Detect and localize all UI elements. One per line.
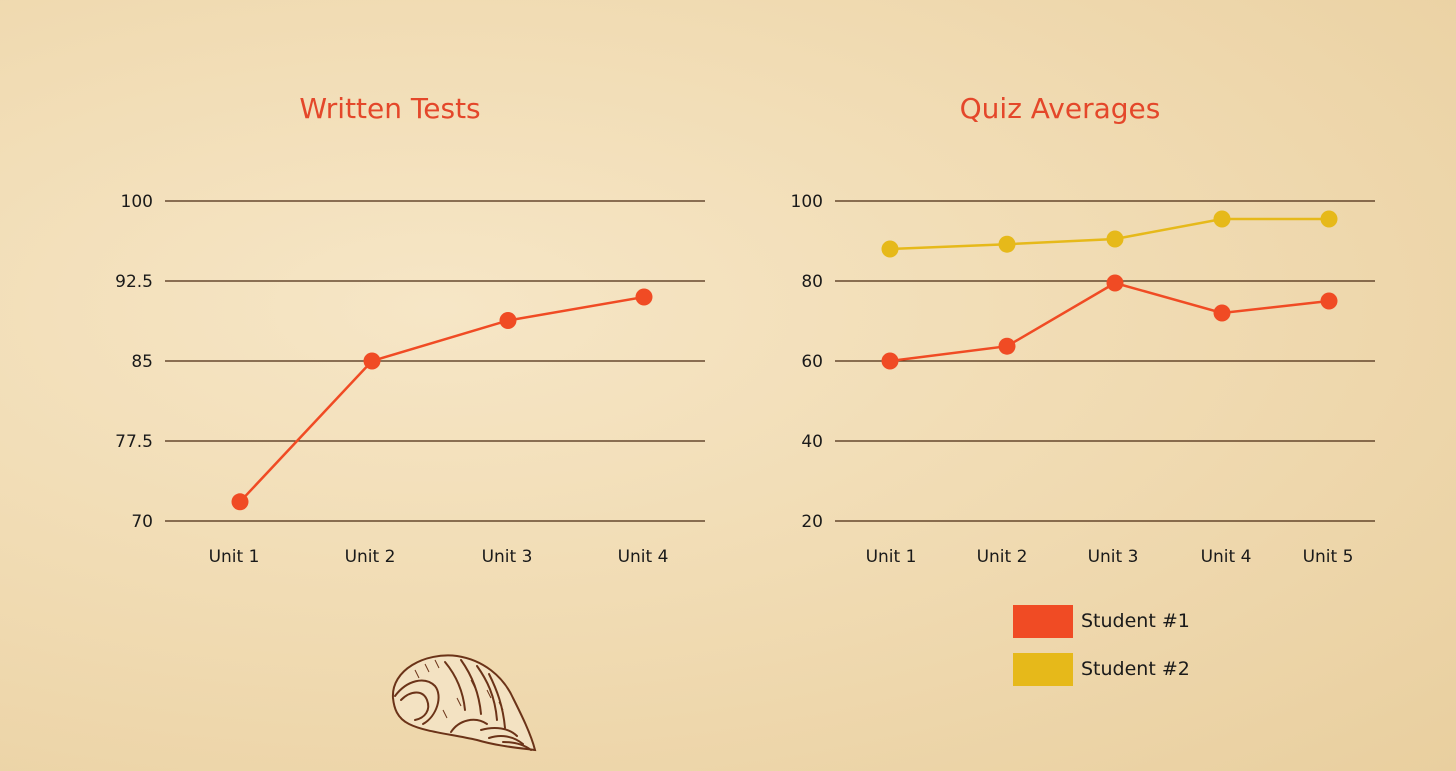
chart2-ytick-label: 60: [801, 352, 823, 372]
chart2-xtick-label: Unit 3: [1088, 547, 1139, 567]
chart2-series1-point: [1320, 292, 1338, 310]
chart2-ytick-label: 40: [801, 432, 823, 452]
legend-swatch-student-1: [1013, 604, 1073, 638]
chart1-ytick-label: 70: [131, 512, 153, 532]
chart2-series2-point: [1106, 230, 1124, 248]
chart1-series1-line: [239, 295, 645, 503]
chart2-ytick-label: 100: [791, 192, 823, 212]
chart1-xtick-label: Unit 3: [482, 547, 533, 567]
chart2-xtick-label: Unit 5: [1303, 547, 1354, 567]
seashell-icon: [391, 654, 537, 752]
chart2-series1-line: [889, 281, 1330, 363]
chart2-xtick-label: Unit 2: [977, 547, 1028, 567]
chart1-series1-point: [231, 493, 249, 511]
chart1-series1-point: [363, 352, 381, 370]
chart2-xtick-label: Unit 4: [1201, 547, 1252, 567]
written-tests-title: Written Tests: [299, 92, 481, 125]
legend-label-student-2: Student #2: [1081, 658, 1190, 680]
legend-item-student-2: Student #2: [1013, 645, 1190, 693]
chart2-series2-point: [881, 240, 899, 258]
legend-label-student-1: Student #1: [1081, 610, 1190, 632]
legend-swatch-student-2: [1013, 652, 1073, 686]
chart1-xtick-label: Unit 4: [618, 547, 669, 567]
chart2-series1-point: [998, 337, 1016, 355]
chart2-series2-point: [1213, 210, 1231, 228]
chart1-xtick-label: Unit 2: [345, 547, 396, 567]
quiz-legend: Student #1 Student #2: [1013, 597, 1190, 693]
quiz-averages-title: Quiz Averages: [959, 92, 1161, 125]
chart2-xtick-label: Unit 1: [866, 547, 917, 567]
chart2-series1-point: [881, 352, 899, 370]
chart1-series1-point: [499, 311, 517, 329]
chart2-series2-point: [1320, 210, 1338, 228]
legend-item-student-1: Student #1: [1013, 597, 1190, 645]
chart1-ytick-label: 100: [121, 192, 153, 212]
chart1-ytick-label: 77.5: [115, 432, 153, 452]
chart2-series1-point: [1106, 274, 1124, 292]
chart2-ytick-label: 80: [801, 272, 823, 292]
chart1-ytick-label: 92.5: [115, 272, 153, 292]
chart2-series2-point: [998, 235, 1016, 253]
chart2-series1-point: [1213, 304, 1231, 322]
chart2-ytick-label: 20: [801, 512, 823, 532]
chart1-ytick-label: 85: [131, 352, 153, 372]
chart1-xtick-label: Unit 1: [209, 547, 260, 567]
chart1-series1-point: [635, 288, 653, 306]
